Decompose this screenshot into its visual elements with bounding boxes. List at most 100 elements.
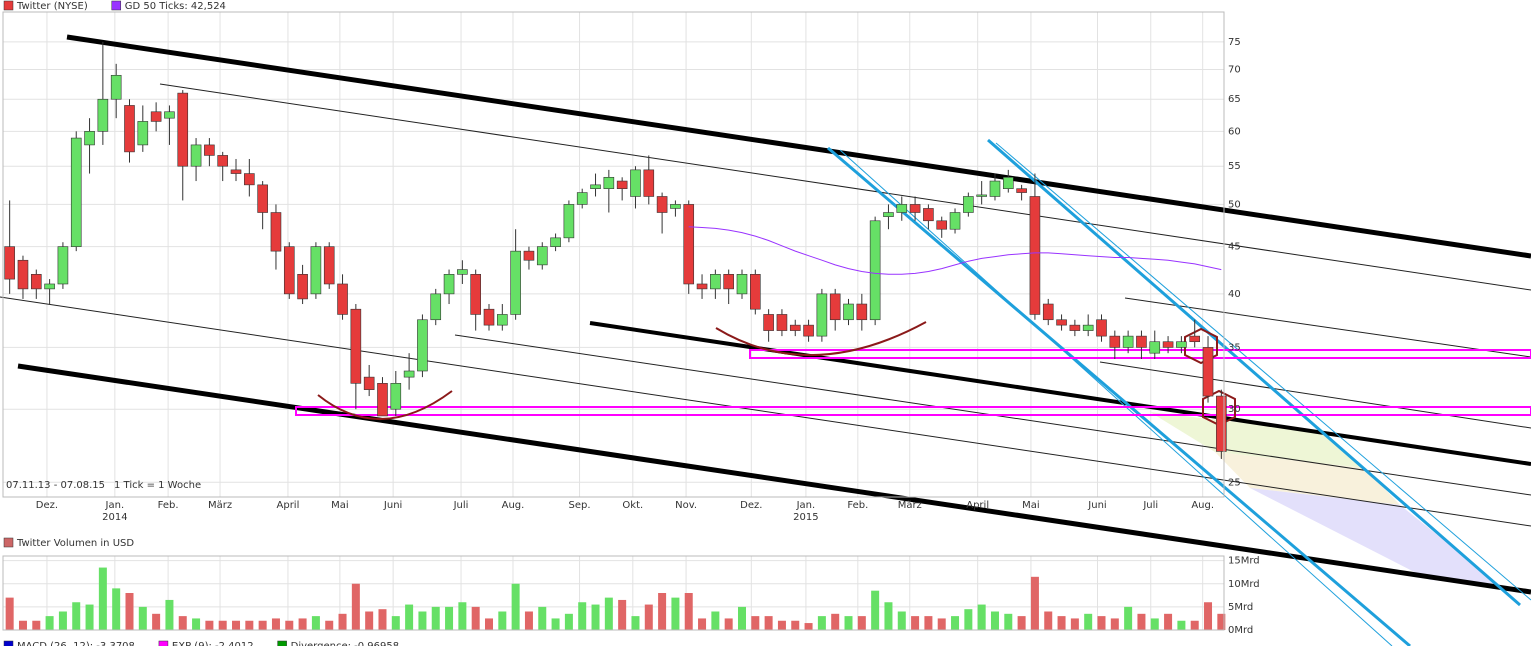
x-tick-label: Mai [331, 500, 349, 511]
candle-body [869, 220, 881, 321]
channel-line [995, 142, 1531, 601]
candle-body [763, 314, 774, 331]
volume-bar [1004, 613, 1013, 630]
candle-body [4, 246, 15, 280]
candle-body [124, 105, 135, 153]
volume-bar [844, 616, 853, 630]
x-year-label: 2014 [102, 512, 127, 523]
volume-bar [804, 623, 813, 630]
volume-bar [418, 611, 427, 630]
volume-bar [618, 599, 627, 630]
volume-bar [511, 583, 520, 630]
candle-body [97, 98, 109, 132]
volume-bar [564, 613, 573, 630]
candle-body [696, 283, 708, 290]
candle-body [270, 212, 282, 252]
x-tick-label: Sep. [569, 500, 591, 511]
arc [317, 390, 453, 420]
volume-bar [1164, 613, 1173, 630]
volume-bar [445, 606, 454, 630]
volume-bar [271, 618, 280, 630]
y-tick-label: 15Mrd [1228, 556, 1260, 567]
indicator-label: MACD (26, 12): -3,3708 [17, 641, 135, 646]
volume-bar [937, 618, 946, 630]
candle-body [190, 144, 202, 167]
volume-bar [751, 616, 760, 630]
candle-body [1096, 319, 1107, 337]
candle-body [44, 283, 55, 290]
legend-label: Twitter (NYSE) [16, 1, 88, 12]
candle-body [1122, 335, 1134, 348]
volume-bar [1177, 620, 1186, 630]
volume-bar [578, 602, 587, 630]
volume-bar [897, 611, 906, 630]
zone-box [295, 406, 1531, 416]
y-tick-label: 25 [1228, 477, 1241, 488]
candle-body [536, 246, 548, 266]
candle-body [1176, 341, 1187, 348]
candle-body [989, 180, 1001, 197]
candle-body [350, 308, 362, 384]
volume-bar [791, 620, 800, 630]
marks [4, 41, 1227, 630]
x-tick-label: Juni [1087, 500, 1106, 511]
x-tick-label: Mai [1022, 500, 1040, 511]
candle-body [443, 274, 455, 295]
volume-bar [5, 597, 14, 630]
candle-body [457, 269, 468, 275]
trendline [1099, 361, 1531, 429]
x-tick-label: Feb. [847, 500, 868, 511]
x-tick-label: Juli [453, 500, 469, 511]
zone-box [749, 349, 1531, 359]
x-year-label: 2015 [793, 512, 818, 523]
x-tick-label: Feb. [158, 500, 179, 511]
candle-body [497, 314, 508, 326]
candle-body [177, 92, 189, 167]
volume-bar [1204, 602, 1213, 630]
candle-body [57, 246, 69, 285]
candle-body [909, 204, 921, 213]
candle-body [1042, 303, 1054, 321]
volume-bar [1097, 616, 1106, 630]
candle-body [310, 246, 322, 295]
volume-bar [32, 620, 41, 630]
trendline-thick [589, 321, 1531, 466]
channel-line [827, 146, 1411, 646]
legend-swatch [3, 537, 14, 548]
candle-body [1016, 188, 1027, 193]
volume-bar [1137, 613, 1146, 630]
candle-body [856, 303, 868, 321]
candle-body [643, 169, 655, 197]
labels: 25 30 35 40 45 50 55 60 65 70 75 Dez. Jan. Feb. März Ap… [3, 0, 1260, 646]
volume-bar [951, 616, 960, 630]
candle-body [363, 376, 375, 390]
x-tick-label: März [898, 500, 922, 511]
candle-body [936, 220, 948, 230]
volume-bar [990, 611, 999, 630]
candle-body [949, 212, 961, 230]
x-tick-label: Aug. [502, 500, 525, 511]
candle-body [483, 308, 495, 326]
volume-bar [591, 604, 600, 630]
volume-bar [285, 620, 294, 630]
candle-body [1069, 324, 1081, 331]
volume-bar [325, 620, 334, 630]
candle-body [417, 319, 428, 372]
legend-swatch [277, 640, 287, 646]
candle-body [576, 192, 588, 205]
volume-bar [391, 616, 400, 630]
volume-bar [338, 613, 347, 630]
volume-bar [1030, 576, 1039, 630]
volume-bar [964, 609, 973, 630]
candle-body [390, 383, 402, 410]
candle-body [283, 246, 295, 295]
candle-body [550, 237, 561, 247]
volume-bar [1217, 613, 1226, 630]
channel-line [839, 149, 1393, 646]
legend-swatch [3, 0, 14, 11]
candle-body [710, 274, 721, 290]
candle-body [1082, 324, 1094, 331]
y-tick-label: 5Mrd [1228, 602, 1253, 613]
volume-bar [777, 620, 786, 630]
volume-bar [551, 618, 560, 630]
